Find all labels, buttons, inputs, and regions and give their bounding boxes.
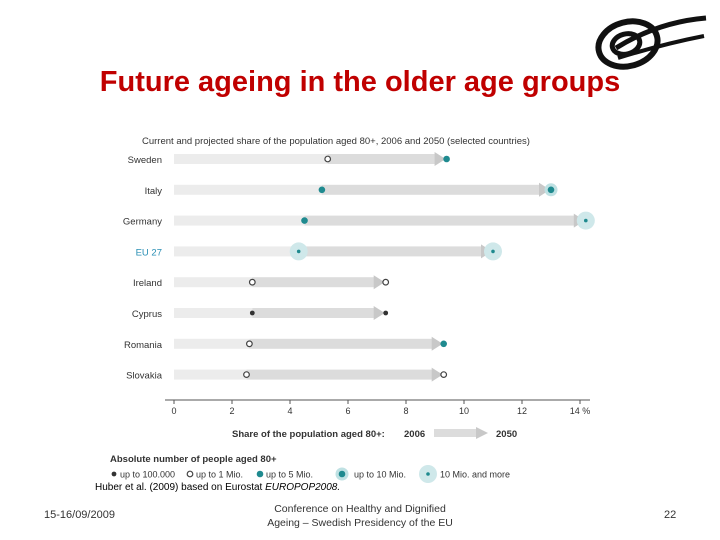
marker-2050 xyxy=(382,278,390,286)
size-legend-item: 10 Mio. and more xyxy=(419,465,510,483)
marker-2006 xyxy=(245,340,253,348)
x-axis-label: Share of the population aged 80+: xyxy=(232,429,385,440)
size-legend-marker xyxy=(111,471,117,477)
size-legend: up to 100.000 up to 1 Mio. up to 5 Mio. up … xyxy=(111,465,510,483)
growth-arrowhead xyxy=(373,275,385,290)
marker-2006 xyxy=(301,217,308,224)
page-number: 22 xyxy=(664,509,677,521)
year-arrowhead xyxy=(476,427,488,439)
footer-conference-line1: Conference on Healthy and Dignified xyxy=(274,503,446,515)
x-tick-label: 10 xyxy=(459,406,469,416)
country-label: Sweden xyxy=(128,155,162,166)
base-bar xyxy=(174,154,328,164)
base-bar xyxy=(174,369,247,380)
chart-rows: Sweden Italy Germany EU 27 Ireland Cyprus Roma… xyxy=(123,152,595,382)
row-ireland: Ireland xyxy=(133,275,390,290)
base-bar xyxy=(174,338,250,349)
growth-bar xyxy=(321,184,541,195)
chart: Current and projected share of the popul… xyxy=(110,136,595,483)
marker-2006 xyxy=(318,186,326,194)
footer-conference: Conference on Healthy and Dignified Agei… xyxy=(250,502,470,530)
base-bar xyxy=(174,184,322,195)
year-bar xyxy=(434,429,478,437)
slide-title: Future ageing in the older age groups xyxy=(99,66,621,98)
legend-2006-label: 2006 xyxy=(404,429,425,440)
row-slovakia: Slovakia xyxy=(126,367,448,382)
size-legend-item: up to 10 Mio. xyxy=(335,467,406,481)
size-legend-marker xyxy=(186,470,194,478)
row-sweden: Sweden xyxy=(128,152,450,166)
size-legend-label: up to 100.000 xyxy=(120,470,175,480)
size-legend-item: up to 5 Mio. xyxy=(256,470,313,480)
country-label: EU 27 xyxy=(136,247,162,258)
marker-2050 xyxy=(547,186,555,194)
size-legend-label: up to 5 Mio. xyxy=(266,470,313,480)
marker-2050 xyxy=(440,340,448,348)
legend-year-arrow xyxy=(434,427,488,439)
marker-2006 xyxy=(324,155,332,163)
growth-bar xyxy=(298,246,483,257)
base-bar xyxy=(174,246,299,257)
growth-bar xyxy=(252,277,376,288)
marker-2006 xyxy=(248,278,256,286)
marker-2050 xyxy=(584,218,588,223)
size-legend-item: up to 100.000 xyxy=(111,470,175,480)
growth-bar xyxy=(246,369,434,380)
country-label: Romania xyxy=(124,340,163,351)
source-note: Huber et al. (2009) based on Eurostat EU… xyxy=(95,482,340,493)
growth-bar xyxy=(249,338,434,349)
source-italic: EUROPOP2008. xyxy=(265,482,341,493)
footer-date: 15-16/09/2009 xyxy=(44,509,115,521)
row-italy: Italy xyxy=(145,182,558,197)
legend-2050-label: 2050 xyxy=(496,429,517,440)
country-label: Italy xyxy=(145,186,163,197)
x-tick-label: 14 % xyxy=(570,406,591,416)
size-legend-marker xyxy=(426,472,430,476)
marker-2006 xyxy=(243,371,250,379)
growth-arrowhead xyxy=(431,367,443,382)
base-bar xyxy=(174,308,253,318)
growth-bar xyxy=(304,215,576,226)
country-label: Slovakia xyxy=(126,371,163,382)
x-tick-label: 0 xyxy=(171,406,176,416)
source-text: Huber et al. (2009) based on Eurostat xyxy=(95,482,266,493)
marker-2006 xyxy=(249,310,255,316)
marker-2006 xyxy=(296,249,301,254)
country-label: Cyprus xyxy=(132,309,162,320)
marker-2050 xyxy=(440,371,448,379)
growth-bar xyxy=(327,154,437,164)
x-tick-label: 12 xyxy=(517,406,527,416)
x-tick-label: 4 xyxy=(287,406,292,416)
row-cyprus: Cyprus xyxy=(132,306,389,320)
size-legend-item: up to 1 Mio. xyxy=(186,470,243,480)
chart-title: Current and projected share of the popul… xyxy=(142,136,530,147)
footer-conference-line2: Ageing – Swedish Presidency of the EU xyxy=(267,517,453,529)
row-eu-27: EU 27 xyxy=(136,242,502,261)
country-label: Germany xyxy=(123,217,162,228)
country-label: Ireland xyxy=(133,278,162,289)
row-romania: Romania xyxy=(124,336,448,351)
x-tick-label: 6 xyxy=(345,406,350,416)
x-ticks: 0 2 4 6 8 10 12 14 % xyxy=(171,400,590,416)
size-legend-label: up to 1 Mio. xyxy=(196,470,243,480)
size-legend-title: Absolute number of people aged 80+ xyxy=(110,454,277,465)
size-legend-marker xyxy=(256,470,264,478)
marker-2050 xyxy=(443,155,450,163)
size-legend-label: up to 10 Mio. xyxy=(354,470,406,480)
row-germany: Germany xyxy=(123,211,595,230)
logo-icon xyxy=(595,15,707,70)
marker-2050 xyxy=(491,249,495,254)
x-tick-label: 2 xyxy=(229,406,234,416)
size-legend-label: 10 Mio. and more xyxy=(440,470,510,480)
growth-bar xyxy=(252,308,376,318)
growth-arrowhead xyxy=(431,336,443,351)
x-tick-label: 8 xyxy=(403,406,408,416)
growth-arrowhead xyxy=(373,306,385,320)
growth-arrowhead xyxy=(434,152,446,166)
base-bar xyxy=(174,215,305,226)
size-legend-marker xyxy=(338,470,346,478)
marker-2050 xyxy=(383,310,389,316)
base-bar xyxy=(174,277,253,288)
